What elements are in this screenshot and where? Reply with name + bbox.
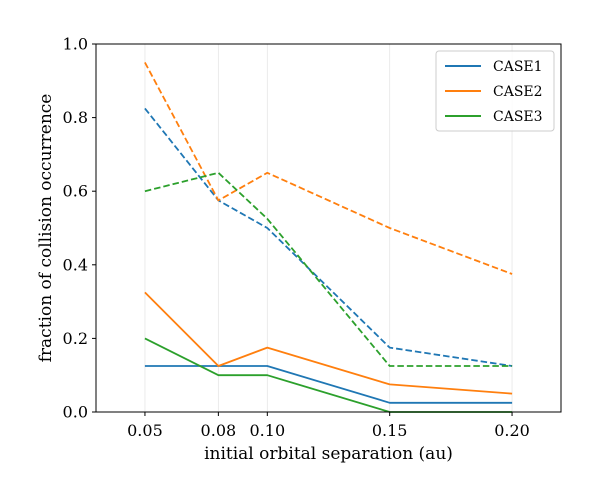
x-tick-label: 0.08 xyxy=(201,421,237,440)
y-axis: 0.0 0.2 0.4 0.6 0.8 1.0 xyxy=(63,35,96,422)
x-axis: 0.05 0.08 0.10 0.15 0.20 xyxy=(127,412,530,440)
x-tick-label: 0.20 xyxy=(494,421,530,440)
x-tick-label: 0.15 xyxy=(372,421,408,440)
y-tick-label: 0.4 xyxy=(63,255,88,274)
series-line-case1-solid xyxy=(144,365,513,404)
y-tick-label: 0.6 xyxy=(63,182,88,201)
y-tick-label: 0.8 xyxy=(63,108,88,127)
x-axis-label: initial orbital separation (au) xyxy=(204,444,453,464)
legend-label-case3: CASE3 xyxy=(493,109,543,125)
plot-frame xyxy=(95,43,562,413)
series-layer xyxy=(144,61,513,413)
y-tick-label: 0.0 xyxy=(63,403,88,422)
series-line-case2-dashed xyxy=(144,61,513,275)
legend-box xyxy=(435,50,555,132)
y-tick-label: 0.2 xyxy=(63,329,88,348)
y-axis-label: fraction of collision occurrence xyxy=(36,94,56,363)
series-line-case2-solid xyxy=(144,291,513,395)
legend-label-case2: CASE2 xyxy=(493,84,543,100)
series-line-case1-dashed xyxy=(144,107,513,367)
y-tick-label: 1.0 xyxy=(63,35,88,54)
series-line-case3-dashed xyxy=(144,171,513,367)
series-line-case3-solid xyxy=(144,337,513,413)
legend: CASE1 CASE2 CASE3 xyxy=(435,50,555,132)
x-tick-label: 0.10 xyxy=(250,421,286,440)
legend-label-case1: CASE1 xyxy=(493,59,543,75)
x-tick-label: 0.05 xyxy=(127,421,163,440)
